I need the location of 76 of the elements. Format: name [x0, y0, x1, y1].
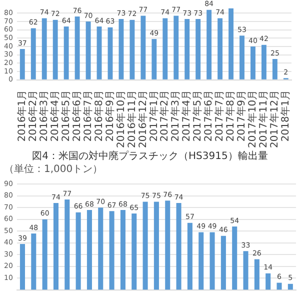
bar	[187, 222, 192, 290]
bar	[196, 19, 201, 80]
bar	[266, 273, 271, 290]
x-tick-label: 2016年8月	[92, 90, 105, 142]
bar	[210, 232, 215, 290]
x-tick-label: 2016年7月	[82, 90, 94, 142]
bar	[98, 208, 104, 290]
bar	[140, 16, 146, 80]
bar	[288, 284, 293, 290]
bar	[30, 28, 36, 80]
bar	[220, 236, 226, 290]
bar	[20, 49, 25, 80]
bar	[142, 202, 148, 290]
bar	[152, 39, 157, 80]
x-tick-label: 2016年1月	[16, 90, 28, 142]
bar	[206, 10, 212, 80]
x-tick-label: 2016年10月	[114, 90, 127, 148]
x-tick-label: 2017年8月	[224, 90, 237, 142]
y-axis-title: （単位：1,000トン）	[3, 164, 104, 176]
x-tick-label: 2018年1月	[280, 90, 292, 142]
x-tick-label: 2017年7月	[214, 90, 226, 142]
bar	[31, 233, 36, 290]
x-tick-label: 2016年4月	[48, 90, 61, 142]
x-tick-label: 2017年4月	[180, 90, 193, 142]
x-tick-label: 2017年3月	[170, 90, 182, 142]
x-tick-label: 2017年1月	[148, 90, 160, 142]
x-tick-label: 2016年5月	[60, 90, 72, 142]
bar	[154, 202, 159, 290]
bar	[120, 210, 126, 290]
bar	[176, 202, 182, 290]
bar	[64, 26, 69, 80]
bar	[86, 22, 91, 80]
bar	[228, 8, 234, 80]
bar	[240, 36, 244, 80]
bar	[272, 59, 278, 80]
bar	[118, 19, 124, 80]
x-tick-label: 2017年6月	[202, 90, 215, 142]
bar	[64, 199, 70, 290]
x-tick-label: 2016年11月	[126, 90, 138, 148]
bar	[108, 27, 113, 80]
bar	[52, 20, 58, 80]
bar	[42, 219, 48, 290]
bar	[42, 18, 47, 80]
bar	[254, 259, 260, 290]
x-tick-label: 2016年9月	[104, 90, 116, 142]
x-tick-label: 2017年10月	[246, 90, 259, 148]
bar	[74, 16, 80, 80]
chart-title: 図4：米国の対中廃プラスチック（HS3915）輸出量	[31, 150, 269, 164]
bar	[184, 19, 190, 80]
bar	[130, 20, 135, 80]
x-tick-label: 2017年12月	[268, 90, 281, 148]
x-tick-label: 2016年3月	[38, 90, 50, 142]
x-tick-label: 2017年5月	[192, 90, 204, 142]
x-tick-label: 2017年9月	[236, 90, 248, 142]
x-tick-label: 2017年11月	[258, 90, 270, 148]
bar	[174, 16, 179, 80]
bar	[53, 202, 58, 290]
bar	[276, 282, 282, 290]
x-tick-label: 2016年12月	[136, 90, 149, 148]
x-tick-label: 2016年2月	[26, 90, 39, 142]
bar	[132, 214, 137, 290]
bar	[96, 26, 102, 80]
bar	[198, 232, 204, 290]
bar	[165, 200, 170, 290]
bar	[76, 212, 81, 290]
bar	[218, 18, 223, 80]
bar	[109, 211, 114, 290]
bar	[232, 226, 238, 290]
bar	[86, 210, 92, 290]
x-tick-label: 2016年6月	[70, 90, 83, 142]
x-tick-label: 2017年2月	[158, 90, 171, 142]
bar	[162, 18, 168, 80]
bar	[243, 251, 248, 290]
bar	[20, 244, 25, 290]
bar	[261, 44, 266, 80]
bar	[250, 46, 256, 80]
